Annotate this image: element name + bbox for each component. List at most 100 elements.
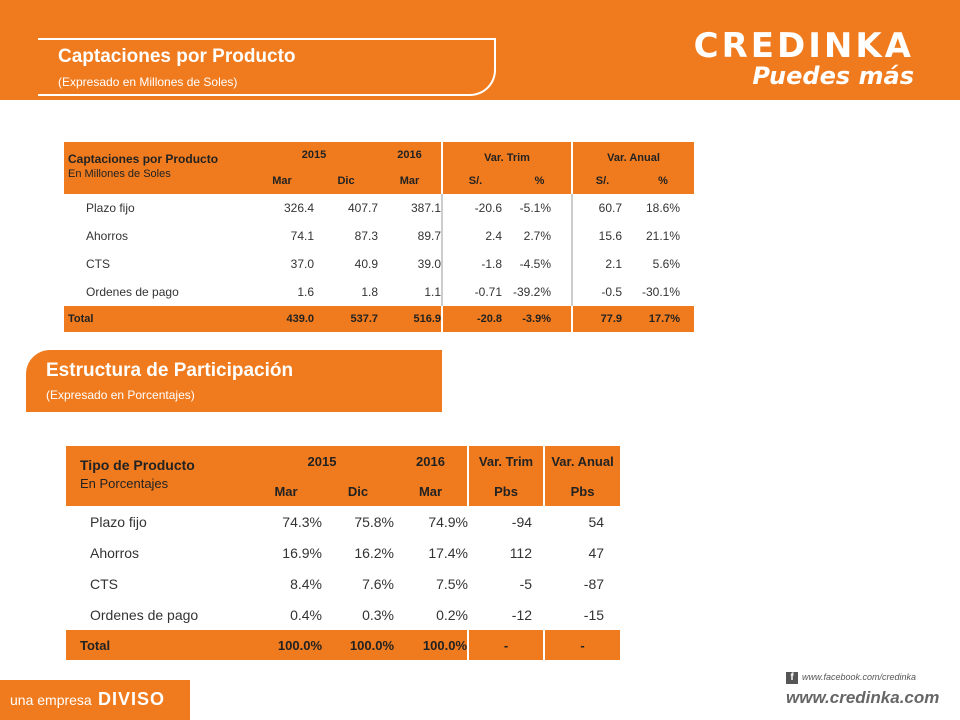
cell: - xyxy=(467,630,545,660)
cell: 0.3% xyxy=(362,606,395,623)
page-subtitle: (Expresado en Millones de Soles) xyxy=(58,75,238,89)
cell: -30.1% xyxy=(642,285,681,299)
facebook-icon[interactable]: f xyxy=(786,672,798,684)
total-label: Total xyxy=(64,306,250,332)
cell: 1.8 xyxy=(361,285,379,299)
cell: 15.6 xyxy=(571,222,633,250)
cell: 0.2% xyxy=(436,606,469,623)
cell: 87.3 xyxy=(354,229,379,243)
cell: 112 xyxy=(509,544,533,561)
cell: -87 xyxy=(583,575,605,592)
cell: 5.6% xyxy=(652,257,681,271)
company-name: DIVISO xyxy=(98,689,166,709)
table1-subtitle: En Millones de Soles xyxy=(64,168,250,194)
cell: -39.2% xyxy=(512,285,552,299)
table-row: Ahorros 16.9% 16.2% 17.4% 112 47 xyxy=(66,537,620,568)
table-total-row: Total 100.0% 100.0% 100.0% - - xyxy=(66,630,621,660)
table-total-row: Total 439.0 537.7 516.9 -20.8 -3.9% 77.9… xyxy=(64,306,695,332)
cell: 1.1 xyxy=(424,285,442,299)
footer-company-band: una empresa DIVISO xyxy=(0,680,190,720)
cell: 54 xyxy=(588,513,605,530)
row-label: Ordenes de pago xyxy=(90,606,199,623)
cell: 100.0% xyxy=(394,630,469,660)
cell: 40.9 xyxy=(354,257,379,271)
participacion-table: Tipo de Producto 2015 2016 Var. Trim Var… xyxy=(66,446,621,660)
table1-year-2016: 2016 xyxy=(378,142,443,168)
cell: 8.4% xyxy=(290,575,322,592)
row-label: Ordenes de pago xyxy=(86,285,179,299)
table2-col-header: Pbs xyxy=(543,476,621,506)
section-subtitle: (Expresado en Porcentajes) xyxy=(46,388,195,402)
credinka-logo: CREDINKA Puedes más xyxy=(694,26,914,92)
cell: 7.5% xyxy=(436,575,469,592)
table-row: CTS 8.4% 7.6% 7.5% -5 -87 xyxy=(66,568,620,599)
table2-var-anual: Var. Anual xyxy=(543,446,621,476)
table-row: Ordenes de pago 0.4% 0.3% 0.2% -12 -15 xyxy=(66,599,620,630)
company-prefix: una empresa xyxy=(10,692,92,708)
table1-var-anual: Var. Anual xyxy=(571,142,695,168)
row-label: Plazo fijo xyxy=(90,513,147,530)
table1-col-header: S/. xyxy=(571,168,633,194)
table2-year-2016: 2016 xyxy=(394,446,469,476)
cell: 16.9% xyxy=(282,544,322,561)
table1-year-2015: 2015 xyxy=(250,142,379,168)
cell: -5.1% xyxy=(519,201,552,215)
table-row: Plazo fijo 74.3% 75.8% 74.9% -94 54 xyxy=(66,506,620,537)
cell: 18.6% xyxy=(646,201,681,215)
cell: -4.5% xyxy=(519,257,552,271)
table2-col-header: Pbs xyxy=(467,476,545,506)
cell: 7.6% xyxy=(362,575,395,592)
cell: 439.0 xyxy=(250,306,314,332)
brand-name: CREDINKA xyxy=(693,26,914,66)
captaciones-table: Captaciones por Producto 2015 2016 Var. … xyxy=(64,142,695,332)
cell: 16.2% xyxy=(354,544,395,561)
row-label: Ahorros xyxy=(90,544,140,561)
brand-slogan: Puedes más xyxy=(752,62,914,90)
cell: -12 xyxy=(511,606,533,623)
table1-col-header: Dic xyxy=(314,168,379,194)
cell: -94 xyxy=(511,513,533,530)
cell: 516.9 xyxy=(378,306,443,332)
cell: -5 xyxy=(519,575,533,592)
table1-title: Captaciones por Producto xyxy=(64,142,250,168)
page-title: Captaciones por Producto xyxy=(58,46,296,67)
cell: 17.4% xyxy=(428,544,469,561)
row-label: CTS xyxy=(86,257,110,271)
cell: 2.1 xyxy=(571,250,633,278)
cell: 326.4 xyxy=(283,201,314,215)
cell: 74.3% xyxy=(282,513,322,530)
cell: 1.6 xyxy=(297,285,314,299)
table2-col-header: Dic xyxy=(322,476,395,506)
cell: -15 xyxy=(583,606,605,623)
section-header-participacion: Estructura de Participación (Expresado e… xyxy=(26,350,442,412)
row-label: Ahorros xyxy=(86,229,129,243)
table2-year-2015: 2015 xyxy=(250,446,395,476)
cell: 39.0 xyxy=(417,257,442,271)
table1-var-trim: Var. Trim xyxy=(441,142,573,168)
table1-col-header: % xyxy=(508,168,573,194)
table-row: CTS 37.0 40.9 39.0 -1.8 -4.5% 2.1 5.6% xyxy=(64,250,694,278)
section-title: Estructura de Participación xyxy=(46,360,294,381)
table2-col-header: Mar xyxy=(394,476,469,506)
cell: -3.9% xyxy=(508,306,573,332)
cell: 89.7 xyxy=(417,229,442,243)
social-links: f www.facebook.com/credinka www.credinka… xyxy=(786,672,940,712)
cell: 2.7% xyxy=(523,229,552,243)
cell: 407.7 xyxy=(347,201,379,215)
table1-col-header: Mar xyxy=(378,168,443,194)
cell: -0.5 xyxy=(571,278,633,306)
facebook-link[interactable]: www.facebook.com/credinka xyxy=(802,672,917,682)
table-row: Ahorros 74.1 87.3 89.7 2.4 2.7% 15.6 21.… xyxy=(64,222,694,250)
cell: 75.8% xyxy=(354,513,395,530)
cell: 100.0% xyxy=(322,630,395,660)
header-title-box: Captaciones por Producto (Expresado en M… xyxy=(38,38,496,96)
cell: 77.9 xyxy=(571,306,633,332)
cell: 37.0 xyxy=(290,257,314,271)
cell: 2.4 xyxy=(441,222,509,250)
row-label: CTS xyxy=(90,575,118,592)
cell: - xyxy=(543,630,621,660)
website-link[interactable]: www.credinka.com xyxy=(786,688,940,707)
table-row: Plazo fijo 326.4 407.7 387.1 -20.6 -5.1%… xyxy=(64,194,694,222)
table1-col-header: S/. xyxy=(441,168,509,194)
cell: 537.7 xyxy=(314,306,379,332)
